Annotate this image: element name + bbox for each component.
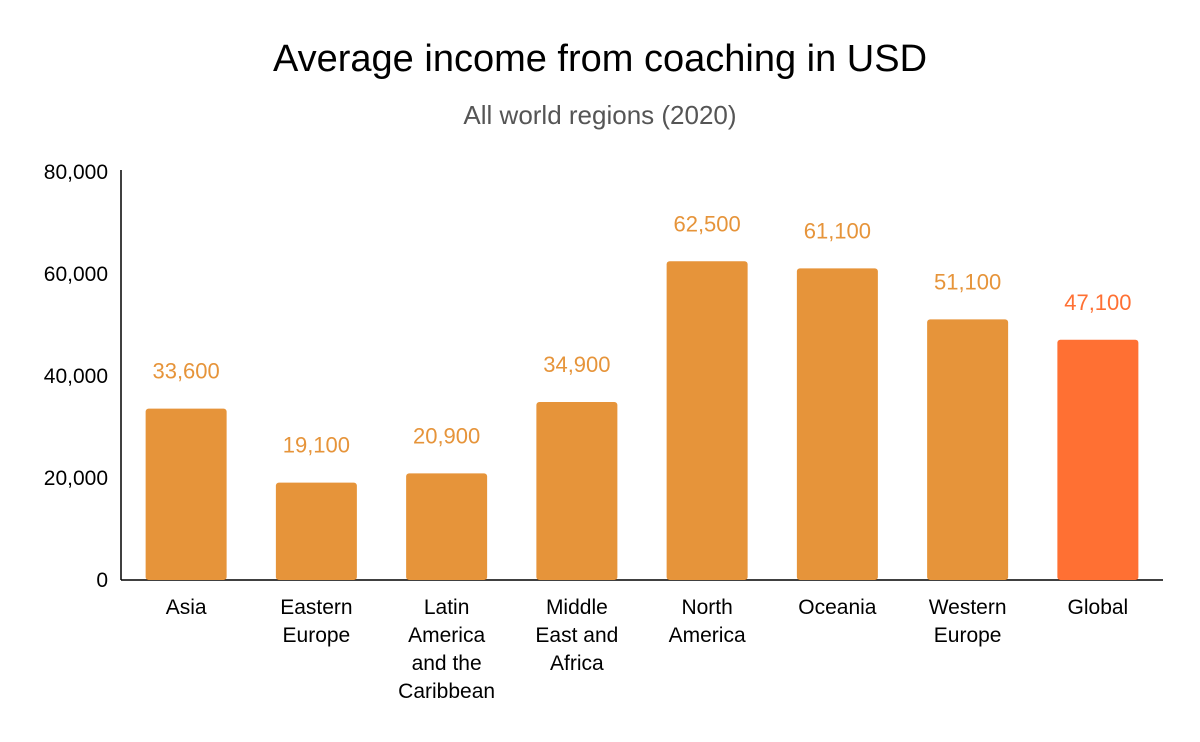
bar-oceania <box>796 268 878 580</box>
category-label: Global <box>1068 596 1129 619</box>
category-label-line: and the <box>412 652 482 675</box>
data-label: 33,600 <box>152 359 219 384</box>
category-label: North America <box>669 596 746 647</box>
bar-asia <box>145 408 227 580</box>
data-label: 61,100 <box>804 218 871 243</box>
category-label-line: Europe <box>934 624 1002 647</box>
data-label: 20,900 <box>413 423 480 448</box>
category-label-line: North <box>681 596 732 619</box>
category-label: Asia <box>166 596 207 619</box>
bars <box>145 261 1139 580</box>
bar-latin-america-and-the-caribbean <box>406 473 488 580</box>
category-label-line: Latin <box>424 596 470 619</box>
category-label: Western Europe <box>929 596 1007 647</box>
data-label: 51,100 <box>934 269 1001 294</box>
y-tick-label: 20,000 <box>44 467 108 490</box>
category-label-line: America <box>669 624 746 647</box>
category-label-line: Eastern <box>280 596 352 619</box>
category-label: Latin America and the Caribbean <box>398 596 495 703</box>
category-label-line: Middle <box>546 596 608 619</box>
bar-middle-east-and-africa <box>536 402 618 580</box>
bar-north-america <box>666 261 748 580</box>
category-label-line: Africa <box>550 652 604 675</box>
y-tick-label: 0 <box>96 569 108 592</box>
data-labels: 33,600 19,100 20,900 34,900 62,500 61,100 51,1… <box>152 211 1131 457</box>
category-label-line: Oceania <box>798 596 877 619</box>
chart-subtitle: All world regions (2020) <box>463 100 737 130</box>
y-tick-label: 40,000 <box>44 365 108 388</box>
category-label-line: Global <box>1068 596 1129 619</box>
category-label-line: East and <box>535 624 618 647</box>
category-label-line: Asia <box>166 596 207 619</box>
data-label: 47,100 <box>1064 290 1131 315</box>
chart-title: Average income from coaching in USD <box>272 38 928 80</box>
category-label-line: America <box>408 624 485 647</box>
category-label-line: Caribbean <box>398 680 495 703</box>
category-label: Middle East and Africa <box>535 596 618 675</box>
category-label-line: Europe <box>283 624 351 647</box>
category-label-line: Western <box>929 596 1007 619</box>
data-label: 34,900 <box>543 352 610 377</box>
data-label: 19,100 <box>283 433 350 458</box>
data-label: 62,500 <box>673 211 740 236</box>
y-tick-label: 60,000 <box>44 263 108 286</box>
bar-western-europe <box>927 319 1009 580</box>
bar-eastern-europe <box>275 482 357 580</box>
category-label: Oceania <box>798 596 877 619</box>
category-label: Eastern Europe <box>280 596 352 647</box>
category-labels: Asia Eastern Europe Latin America and the Cari… <box>166 596 1129 703</box>
bar-global <box>1057 339 1139 580</box>
y-tick-label: 80,000 <box>44 161 108 184</box>
y-axis-ticks: 0 20,000 40,000 60,000 80,000 <box>44 161 108 592</box>
